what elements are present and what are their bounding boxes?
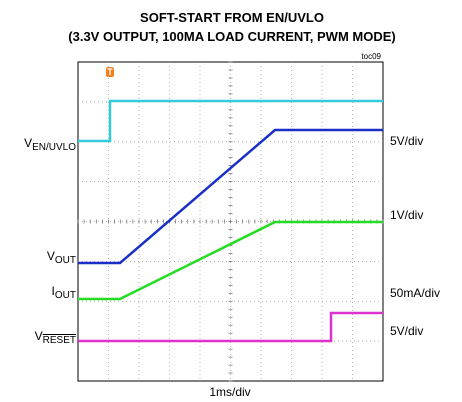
channel-subscript: OUT	[55, 290, 76, 301]
channel-symbol: V	[35, 329, 43, 343]
trace	[78, 99, 383, 143]
channel-scale: 1V/div	[390, 208, 423, 222]
channel-subscript: RESET	[43, 335, 76, 346]
x-label: 1ms/div	[209, 385, 250, 399]
channel-label: VOUT	[47, 249, 76, 266]
trace	[78, 220, 383, 301]
channel-subscript: OUT	[55, 255, 76, 266]
channel-scale: 50mA/div	[390, 286, 440, 300]
figure-tag: toc09	[361, 52, 381, 61]
channel-label: VRESET	[35, 329, 76, 346]
channel-symbol: I	[52, 284, 55, 298]
channel-symbol: V	[47, 249, 55, 263]
channel-scale: 5V/div	[390, 134, 423, 148]
title: SOFT-START FROM EN/UVLO	[140, 10, 324, 25]
traces	[78, 99, 383, 343]
trigger-marker	[106, 67, 114, 77]
trace	[78, 128, 383, 265]
channel-symbol: V	[24, 136, 32, 150]
channel-subscript: EN/UVLO	[32, 142, 76, 153]
channel-scale: 5V/div	[390, 324, 423, 338]
subtitle: (3.3V OUTPUT, 100MA LOAD CURRENT, PWM MO…	[68, 29, 395, 44]
trace	[78, 311, 383, 343]
channel-label: VEN/UVLO	[24, 136, 76, 153]
channel-label: IOUT	[52, 284, 76, 301]
